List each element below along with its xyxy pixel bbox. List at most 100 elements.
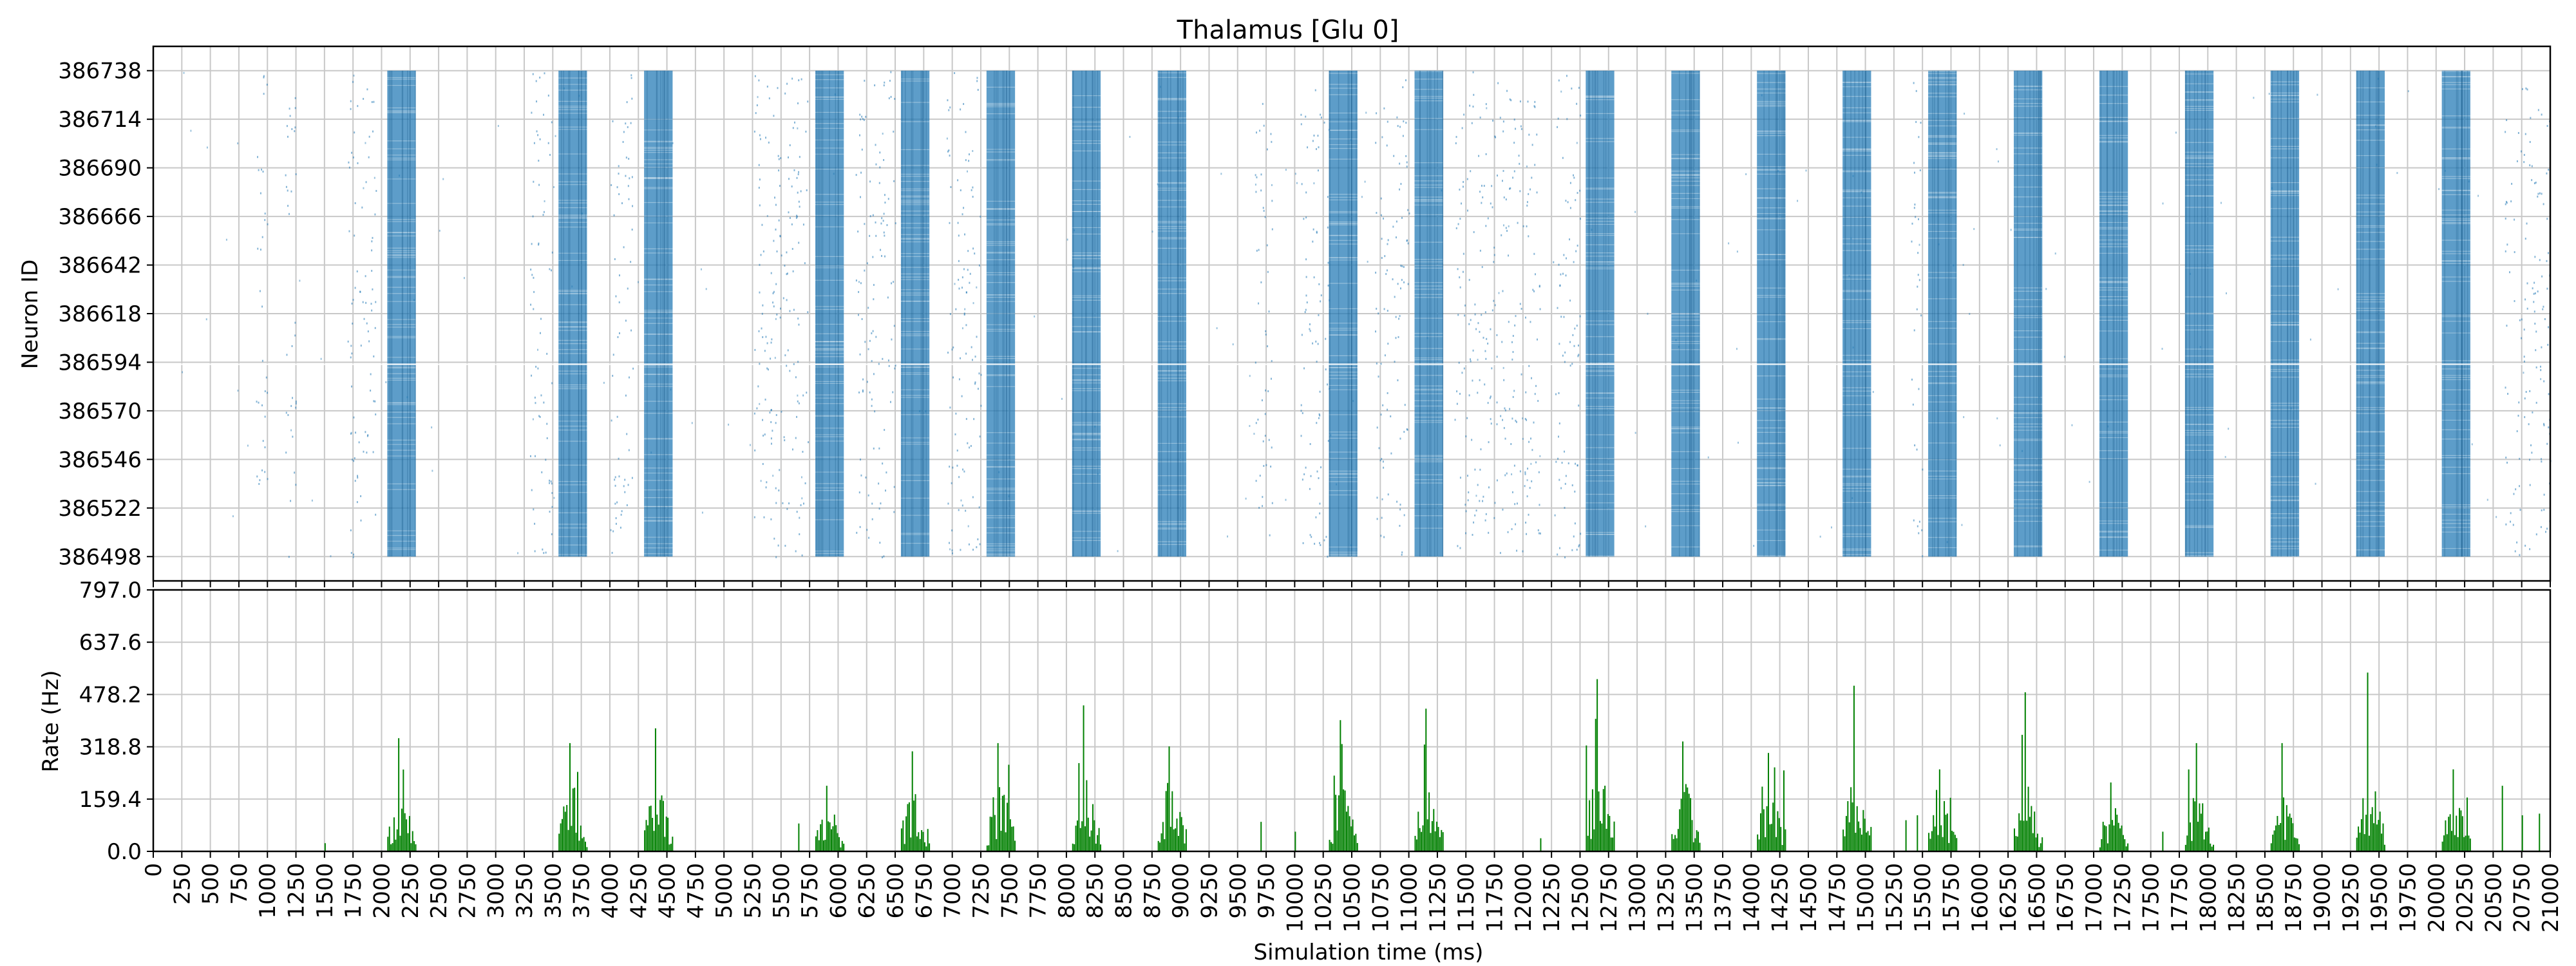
- raster-spike: [2477, 194, 2479, 197]
- raster-spike: [874, 410, 876, 413]
- raster-spike: [348, 230, 350, 232]
- raster-spike: [1094, 425, 1096, 428]
- raster-spike: [762, 419, 764, 421]
- raster-spike: [299, 279, 301, 282]
- raster-spike: [1577, 244, 1578, 247]
- raster-spike: [1376, 307, 1378, 310]
- raster-spike: [1317, 343, 1319, 345]
- raster-spike: [1531, 377, 1533, 379]
- raster-spike: [1470, 319, 1472, 321]
- raster-spike: [261, 404, 263, 406]
- raster-spike: [531, 489, 533, 491]
- raster-spike: [353, 553, 355, 556]
- raster-spike: [375, 413, 377, 416]
- raster-spike: [620, 526, 621, 529]
- raster-spike: [760, 480, 762, 482]
- raster-spike: [892, 391, 894, 393]
- raster-spike: [542, 548, 544, 551]
- raster-spike: [1479, 500, 1481, 502]
- raster-burst-block: [2099, 70, 2128, 557]
- raster-spike: [1320, 113, 1321, 116]
- rate-bar: [2125, 846, 2127, 851]
- raster-spike: [1913, 519, 1915, 522]
- raster-spike: [553, 497, 555, 499]
- raster-spike: [1259, 475, 1261, 477]
- raster-spike: [1399, 504, 1401, 506]
- raster-spike: [551, 506, 553, 508]
- raster-spike: [538, 242, 540, 245]
- raster-spike: [626, 433, 628, 435]
- raster-spike: [1380, 413, 1382, 416]
- rate-bar: [1694, 838, 1696, 851]
- raster-burst-block: [1586, 70, 1615, 557]
- raster-burst-block: [900, 70, 930, 557]
- rate-bar: [650, 805, 652, 851]
- raster-spike: [549, 482, 551, 484]
- raster-spike: [1591, 229, 1593, 231]
- raster-spike: [947, 352, 949, 354]
- raster-spike: [2535, 330, 2537, 333]
- raster-spike: [2514, 550, 2516, 553]
- rate-bar: [2457, 837, 2459, 851]
- raster-spike: [1501, 180, 1503, 182]
- raster-spike: [773, 290, 775, 293]
- raster-spike: [1560, 316, 1562, 318]
- raster-spike: [918, 410, 920, 412]
- raster-spike: [882, 133, 884, 135]
- raster-spike: [2523, 154, 2525, 156]
- raster-spike: [770, 409, 772, 412]
- raster-spike: [1565, 274, 1567, 277]
- rate-bar: [2358, 826, 2360, 851]
- raster-spike: [894, 367, 896, 370]
- rate-bar: [1090, 830, 1092, 851]
- raster-burst-block: [815, 70, 844, 557]
- raster-spike: [205, 318, 207, 321]
- raster-spike: [354, 480, 356, 482]
- raster-spike: [2438, 188, 2440, 191]
- raster-spike: [2529, 140, 2531, 143]
- raster-spike: [781, 254, 782, 257]
- raster-spike: [1507, 531, 1509, 533]
- raster-spike: [1515, 523, 1517, 526]
- raster-spike: [965, 159, 967, 162]
- raster-spike: [1920, 122, 1922, 124]
- raster-spike: [1466, 417, 1468, 419]
- raster-spike: [779, 316, 781, 319]
- raster-spike: [638, 281, 639, 283]
- raster-spike: [533, 290, 535, 293]
- rate-bar: [2122, 835, 2124, 851]
- raster-spike: [549, 268, 551, 270]
- raster-spike: [2253, 97, 2255, 99]
- raster-spike: [2199, 346, 2201, 348]
- rate-bar: [2383, 844, 2385, 851]
- rate-bar: [2211, 846, 2213, 851]
- raster-spike: [1533, 290, 1535, 292]
- raster-spike: [779, 235, 781, 238]
- raster-spike: [1375, 271, 1377, 274]
- raster-spike: [1524, 316, 1526, 319]
- x-tick-label: 4250: [626, 863, 652, 919]
- raster-spike: [1474, 313, 1476, 316]
- raster-spike: [1300, 410, 1302, 412]
- rate-bar: [2114, 808, 2116, 851]
- raster-spike: [771, 338, 773, 341]
- raster-spike: [972, 186, 974, 189]
- raster-spike: [960, 499, 962, 502]
- raster-spike: [550, 269, 552, 272]
- raster-spike: [1406, 239, 1408, 242]
- raster-spike: [1383, 536, 1385, 538]
- rate-bar: [2282, 797, 2284, 851]
- raster-spike: [546, 437, 548, 439]
- raster-spike: [610, 529, 612, 531]
- raster-spike: [1374, 330, 1376, 333]
- raster-spike: [1509, 408, 1511, 410]
- raster-y-tick-label: 386714: [58, 107, 142, 133]
- raster-spike: [1509, 98, 1511, 100]
- rate-bar: [1933, 815, 1935, 851]
- raster-spike: [1487, 342, 1489, 345]
- raster-spike: [1472, 349, 1474, 352]
- rate-bar: [1757, 834, 1759, 851]
- raster-spike: [1963, 416, 1965, 419]
- raster-spike: [1539, 532, 1541, 535]
- raster-spike: [2519, 554, 2521, 556]
